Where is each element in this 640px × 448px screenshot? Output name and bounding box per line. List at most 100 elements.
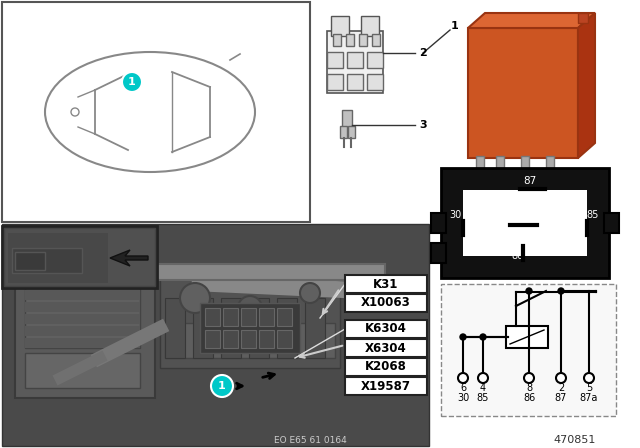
Bar [12, 248, 82, 273]
Bar [546, 156, 554, 186]
Bar [345, 275, 427, 293]
Text: 87: 87 [555, 393, 567, 403]
Text: 2: 2 [558, 383, 564, 393]
Bar [259, 330, 274, 348]
Bar [604, 213, 619, 233]
Circle shape [478, 373, 488, 383]
Bar [345, 358, 427, 376]
Bar [305, 298, 325, 358]
Circle shape [524, 373, 534, 383]
Bar [492, 184, 508, 190]
Bar [2, 226, 157, 288]
Bar [4, 228, 155, 286]
Circle shape [180, 283, 210, 313]
Bar [25, 288, 140, 348]
Bar [431, 213, 446, 233]
Bar [259, 308, 274, 326]
Bar [25, 338, 140, 348]
Bar [542, 184, 558, 190]
Bar [517, 184, 533, 190]
Bar [221, 298, 241, 358]
Bar [331, 16, 349, 36]
Bar [361, 16, 379, 36]
Text: EO E65 61 0164: EO E65 61 0164 [274, 435, 346, 444]
Polygon shape [468, 13, 595, 28]
Text: K2068: K2068 [365, 361, 407, 374]
Bar [327, 52, 343, 68]
Bar [25, 314, 140, 324]
Text: 85: 85 [477, 393, 489, 403]
Bar [506, 326, 548, 348]
Bar [2, 2, 310, 222]
Bar [277, 308, 292, 326]
Text: 85: 85 [587, 210, 599, 220]
Circle shape [71, 108, 79, 116]
Bar [5, 264, 385, 280]
Text: 87a: 87a [514, 210, 532, 220]
Circle shape [458, 373, 468, 383]
Circle shape [584, 373, 594, 383]
Circle shape [556, 373, 566, 383]
Bar [346, 34, 354, 46]
Bar [441, 284, 616, 416]
Bar [2, 224, 429, 446]
Bar [8, 233, 108, 283]
Bar [441, 168, 609, 278]
Bar [15, 252, 45, 270]
Bar [468, 28, 578, 158]
Bar [521, 156, 529, 186]
Polygon shape [110, 250, 148, 266]
Bar [15, 283, 155, 398]
Circle shape [238, 296, 262, 320]
Circle shape [558, 288, 564, 294]
Bar [249, 298, 269, 358]
Text: 3: 3 [419, 120, 427, 130]
Text: 4: 4 [480, 383, 486, 393]
Bar [160, 268, 340, 368]
Text: 8: 8 [526, 383, 532, 393]
Bar [347, 52, 363, 68]
Bar [347, 74, 363, 90]
Text: X6304: X6304 [365, 341, 407, 354]
Bar [241, 308, 256, 326]
Bar [25, 326, 140, 336]
Circle shape [300, 283, 320, 303]
Ellipse shape [45, 52, 255, 172]
Bar [25, 290, 140, 300]
Text: 1: 1 [218, 381, 226, 391]
Bar [333, 34, 341, 46]
Bar [342, 110, 352, 128]
Text: 6: 6 [460, 383, 466, 393]
Bar [372, 34, 380, 46]
Circle shape [480, 334, 486, 340]
Bar [193, 298, 213, 358]
Circle shape [122, 72, 142, 92]
Bar [367, 52, 383, 68]
Bar [463, 190, 587, 256]
Bar [348, 126, 355, 138]
Bar [327, 74, 343, 90]
Bar [345, 294, 427, 312]
Bar [241, 330, 256, 348]
Text: X19587: X19587 [361, 379, 411, 392]
Text: K31: K31 [373, 277, 399, 290]
Bar [496, 156, 504, 186]
Text: 86: 86 [523, 393, 535, 403]
Text: 5: 5 [586, 383, 592, 393]
Text: 87a: 87a [580, 393, 598, 403]
Bar [340, 126, 347, 138]
Bar [165, 298, 185, 358]
Bar [345, 320, 427, 338]
Bar [277, 330, 292, 348]
Bar [359, 34, 367, 46]
Bar [345, 339, 427, 357]
Text: 1: 1 [128, 77, 136, 87]
Bar [476, 156, 484, 186]
Circle shape [460, 334, 466, 340]
Bar [327, 31, 383, 93]
Text: X10063: X10063 [361, 297, 411, 310]
Bar [205, 330, 220, 348]
Bar [25, 353, 140, 388]
Bar [205, 308, 220, 326]
Text: 87: 87 [524, 176, 536, 186]
